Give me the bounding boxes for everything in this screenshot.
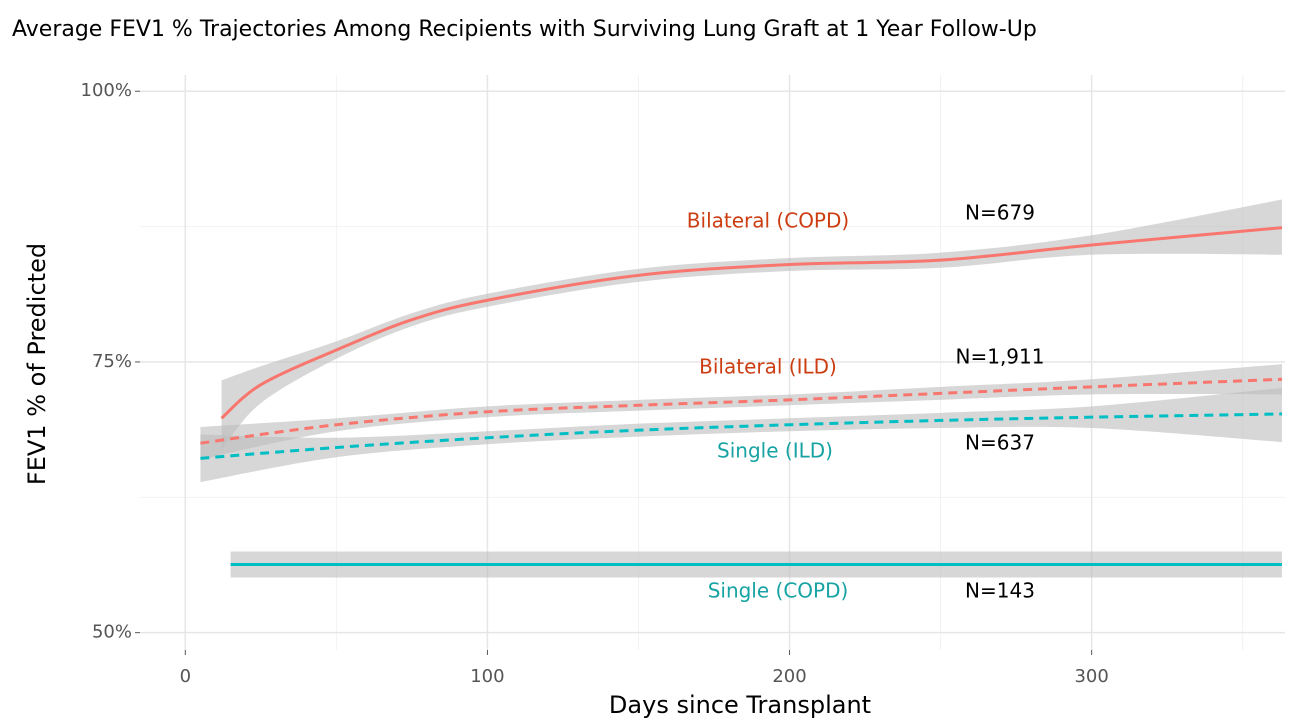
x-tick-label: 300 bbox=[1074, 666, 1108, 687]
chart-title: Average FEV1 % Trajectories Among Recipi… bbox=[12, 17, 1037, 42]
annotation: Bilateral (ILD) bbox=[699, 355, 837, 379]
series-line bbox=[220, 226, 1283, 420]
annotation: Bilateral (COPD) bbox=[687, 209, 849, 233]
x-tick-label: 100 bbox=[470, 666, 504, 687]
annotation: N=143 bbox=[965, 579, 1035, 603]
confidence-band bbox=[221, 199, 1282, 450]
annotation: N=637 bbox=[965, 431, 1035, 455]
y-tick-label: 75% bbox=[92, 351, 132, 372]
series-line bbox=[200, 377, 1283, 445]
y-axis-label: FEV1 % of Predicted bbox=[23, 243, 51, 485]
x-tick-label: 0 bbox=[180, 666, 191, 687]
x-tick-label: 200 bbox=[772, 666, 806, 687]
annotation: N=679 bbox=[965, 201, 1035, 225]
confidence-band bbox=[200, 387, 1282, 483]
y-tick-label: 50% bbox=[92, 622, 132, 643]
annotation: Single (ILD) bbox=[717, 439, 833, 463]
y-tick-label: 100% bbox=[81, 80, 132, 101]
confidence-band bbox=[200, 364, 1282, 460]
series-line bbox=[200, 412, 1283, 460]
annotation: Single (COPD) bbox=[708, 579, 849, 603]
x-axis-label: Days since Transplant bbox=[609, 691, 871, 719]
annotation: N=1,911 bbox=[956, 345, 1045, 369]
